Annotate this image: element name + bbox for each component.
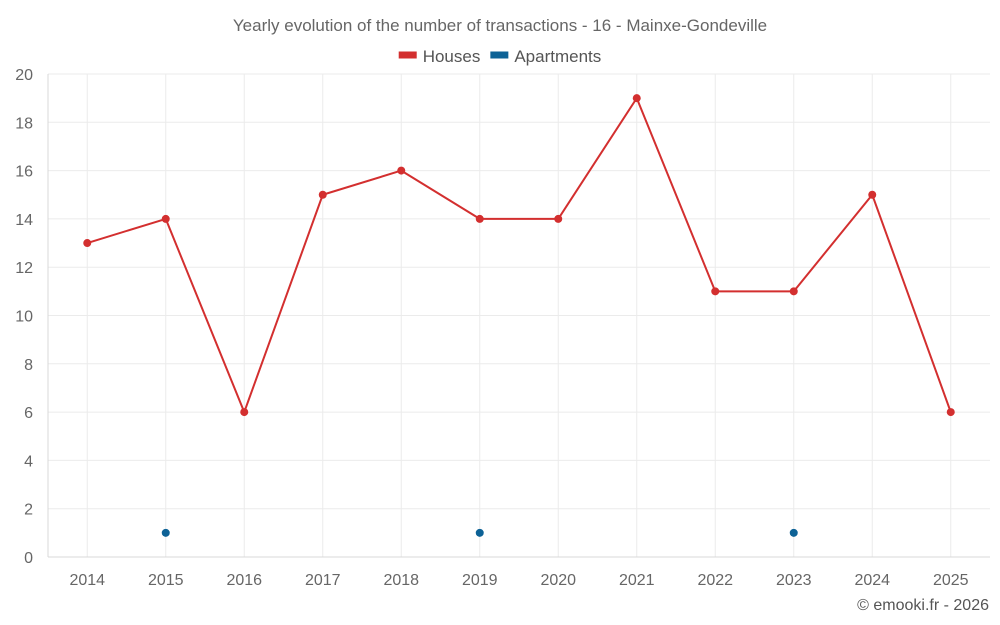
legend-label-houses: Houses	[423, 47, 481, 66]
y-tick-label: 8	[24, 357, 33, 374]
chart-title: Yearly evolution of the number of transa…	[233, 16, 767, 35]
x-tick-label: 2018	[383, 572, 419, 589]
x-tick-label: 2017	[305, 572, 341, 589]
houses-point	[946, 408, 955, 417]
legend-label-apartments: Apartments	[514, 47, 601, 66]
houses-point	[161, 214, 170, 223]
y-tick-label: 10	[15, 309, 33, 326]
houses-point	[475, 214, 484, 223]
houses-point	[554, 214, 563, 223]
axes: 0 2 4 6 8 10 12 14 16 18 20 2014 2015 2016 2017 2018 201…	[15, 67, 990, 589]
y-tick-label: 20	[15, 67, 33, 84]
x-tick-label: 2025	[933, 572, 969, 589]
y-tick-label: 4	[24, 453, 33, 470]
legend: Houses Apartments	[398, 47, 601, 66]
grid	[48, 73, 990, 557]
houses-point	[789, 287, 798, 296]
x-tick-label: 2021	[619, 572, 655, 589]
apartments-point	[789, 528, 798, 537]
series-layer	[83, 94, 955, 537]
x-tick-label: 2019	[462, 572, 498, 589]
x-tick-label: 2024	[854, 572, 890, 589]
x-tick-label: 2016	[226, 572, 262, 589]
x-tick-label: 2014	[69, 572, 105, 589]
y-tick-label: 0	[24, 550, 33, 567]
apartments-point	[161, 528, 170, 537]
credit-text: © emooki.fr - 2026	[857, 597, 989, 614]
x-tick-label: 2015	[148, 572, 184, 589]
x-tick-label: 2023	[776, 572, 812, 589]
legend-swatch-apartments	[490, 51, 509, 59]
houses-point	[711, 287, 720, 296]
houses-point	[318, 190, 327, 199]
x-tick-label: 2022	[697, 572, 733, 589]
houses-point	[632, 94, 641, 103]
houses-point	[397, 166, 406, 175]
houses-point	[240, 408, 249, 417]
apartments-point	[475, 528, 484, 537]
y-tick-label: 18	[15, 115, 33, 132]
legend-swatch-houses	[398, 51, 417, 59]
y-tick-label: 14	[15, 212, 33, 229]
y-tick-label: 2	[24, 502, 33, 519]
y-tick-label: 12	[15, 260, 33, 277]
houses-point	[868, 190, 877, 199]
x-tick-label: 2020	[540, 572, 576, 589]
y-tick-label: 6	[24, 405, 33, 422]
y-tick-label: 16	[15, 164, 33, 181]
houses-point	[83, 239, 92, 248]
houses-line	[86, 97, 952, 414]
